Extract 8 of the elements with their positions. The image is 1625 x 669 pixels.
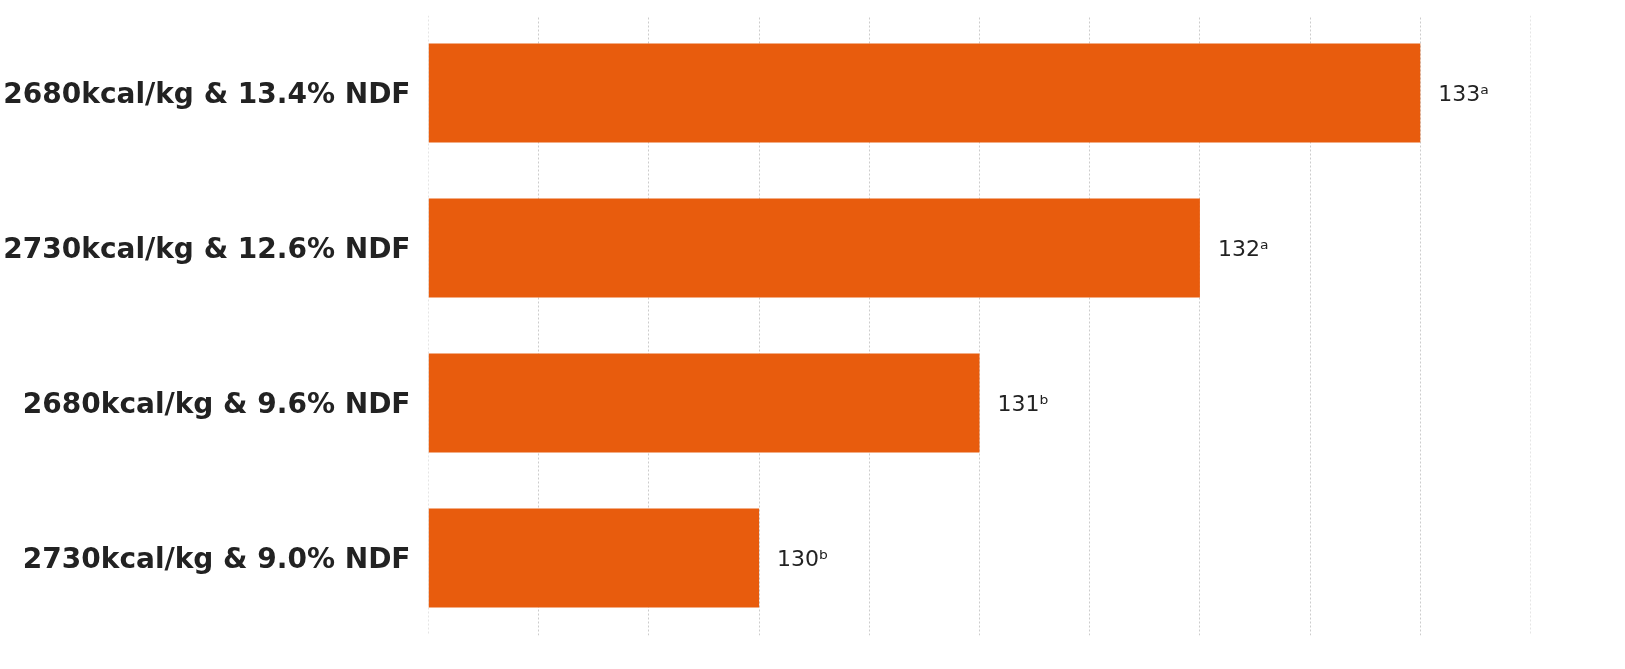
y-tick-label: 2730kcal/kg & 12.6% NDF [3, 231, 411, 265]
y-tick-label: 2680kcal/kg & 9.6% NDF [22, 386, 411, 420]
data-label: 132ᵃ [1217, 235, 1269, 261]
data-label: 130ᵇ [777, 545, 829, 571]
y-tick-label: 2680kcal/kg & 13.4% NDF [3, 76, 411, 110]
data-label: 133ᵃ [1438, 80, 1489, 106]
y-tick-label: 2730kcal/kg & 9.0% NDF [22, 541, 411, 575]
data-label: 131ᵇ [997, 390, 1049, 416]
